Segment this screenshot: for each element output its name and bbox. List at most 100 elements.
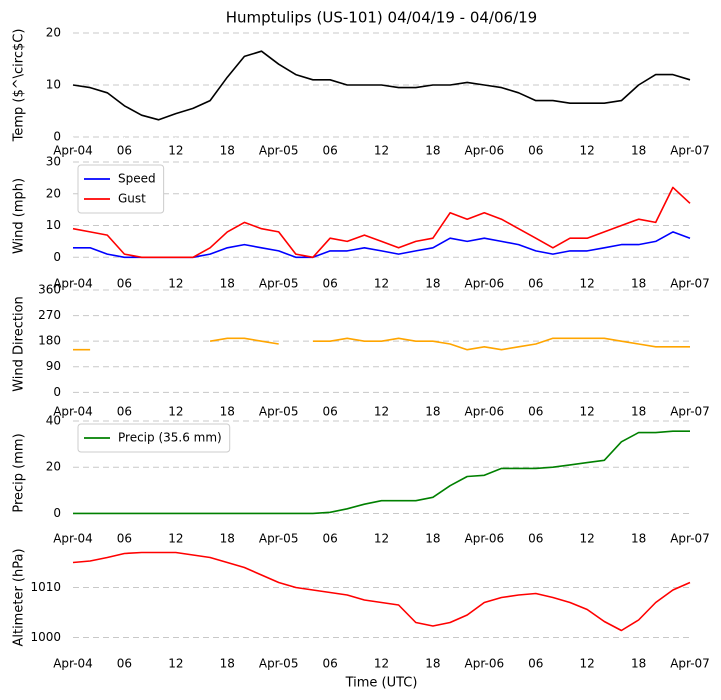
- data-line: [72, 551, 691, 632]
- y-tick-label: 0: [53, 385, 61, 399]
- y-axis-label: Wind (mph): [12, 178, 27, 254]
- x-tick-label: 06: [528, 277, 543, 291]
- x-tick-label: Apr-06: [465, 144, 505, 158]
- y-tick-label: 10: [46, 218, 61, 232]
- x-tick-label: 06: [117, 657, 132, 671]
- x-tick-label: Apr-05: [259, 277, 299, 291]
- x-tick-label: 06: [117, 277, 132, 291]
- x-tick-label: 12: [580, 277, 595, 291]
- x-tick-label: 18: [631, 657, 646, 671]
- x-tick-label: 18: [425, 657, 440, 671]
- y-tick-label: 20: [46, 26, 61, 40]
- y-tick-label: 0: [53, 506, 61, 520]
- x-tick-label: 18: [220, 277, 235, 291]
- x-tick-label: 18: [425, 144, 440, 158]
- x-tick-label: 12: [374, 532, 389, 546]
- legend-label: Speed: [118, 172, 156, 186]
- x-tick-label: 18: [425, 405, 440, 419]
- y-tick-label: 40: [46, 414, 61, 428]
- x-tick-label: 18: [631, 532, 646, 546]
- y-axis-label: Wind Direction: [12, 296, 27, 392]
- y-tick-label: 360: [38, 283, 61, 297]
- x-tick-label: Apr-05: [259, 657, 299, 671]
- x-tick-label: Apr-05: [259, 144, 299, 158]
- x-tick-label: 12: [374, 657, 389, 671]
- legend-box: [77, 423, 231, 453]
- data-line: [73, 231, 691, 259]
- x-tick-label: Apr-05: [259, 532, 299, 546]
- y-axis-label: Temp ($^\circ$C): [12, 29, 27, 143]
- legend-label: Gust: [118, 192, 146, 206]
- x-tick-label: 06: [528, 532, 543, 546]
- x-tick-label: Apr-06: [465, 405, 505, 419]
- y-tick-label: 1010: [30, 580, 61, 594]
- x-tick-label: 06: [528, 657, 543, 671]
- x-tick-label: 18: [220, 405, 235, 419]
- x-tick-label: 06: [528, 405, 543, 419]
- x-tick-label: 12: [168, 277, 183, 291]
- legend-box: [77, 164, 165, 214]
- x-tick-label: Apr-07: [670, 657, 710, 671]
- chart-title: Humptulips (US-101) 04/04/19 - 04/06/19: [226, 9, 537, 27]
- x-tick-label: 06: [322, 657, 337, 671]
- x-tick-label: 18: [631, 405, 646, 419]
- x-tick-label: Apr-07: [670, 405, 710, 419]
- x-tick-label: 18: [631, 144, 646, 158]
- y-tick-label: 90: [46, 359, 61, 373]
- y-tick-label: 10: [46, 78, 61, 92]
- x-tick-label: 18: [631, 277, 646, 291]
- x-tick-label: Apr-06: [465, 277, 505, 291]
- y-axis-label: Altimeter (hPa): [12, 548, 27, 646]
- legend-label: Precip (35.6 mm): [118, 431, 222, 445]
- x-tick-label: 06: [322, 144, 337, 158]
- x-tick-label: 18: [425, 277, 440, 291]
- x-tick-label: 18: [220, 144, 235, 158]
- y-tick-label: 20: [46, 186, 61, 200]
- x-tick-label: 06: [117, 405, 132, 419]
- x-tick-label: Apr-04: [53, 277, 93, 291]
- x-tick-label: 06: [322, 277, 337, 291]
- x-tick-label: Apr-04: [53, 532, 93, 546]
- x-tick-label: 12: [168, 657, 183, 671]
- x-tick-label: 12: [580, 657, 595, 671]
- data-line: [72, 50, 691, 121]
- y-tick-label: 0: [53, 130, 61, 144]
- x-tick-label: 12: [580, 405, 595, 419]
- x-tick-label: 06: [322, 405, 337, 419]
- x-axis-label: Time (UTC): [345, 676, 418, 691]
- y-tick-label: 20: [46, 460, 61, 474]
- x-tick-label: Apr-06: [465, 657, 505, 671]
- x-tick-label: 12: [168, 532, 183, 546]
- y-tick-label: 1000: [30, 630, 61, 644]
- y-tick-label: 270: [38, 308, 61, 322]
- x-tick-label: Apr-04: [53, 405, 93, 419]
- x-tick-label: 06: [117, 532, 132, 546]
- x-tick-label: 06: [322, 532, 337, 546]
- x-tick-label: Apr-04: [53, 657, 93, 671]
- data-line: [73, 337, 690, 351]
- x-tick-label: Apr-04: [53, 144, 93, 158]
- x-tick-label: 06: [528, 144, 543, 158]
- data-line: [72, 186, 691, 259]
- x-tick-label: Apr-07: [670, 532, 710, 546]
- x-tick-label: 12: [168, 405, 183, 419]
- y-tick-label: 0: [53, 250, 61, 264]
- data-line: [73, 430, 690, 515]
- x-tick-label: 18: [425, 532, 440, 546]
- x-tick-label: 12: [374, 277, 389, 291]
- x-tick-label: 18: [220, 657, 235, 671]
- x-tick-label: 06: [117, 144, 132, 158]
- y-tick-label: 180: [38, 334, 61, 348]
- x-tick-label: Apr-05: [259, 405, 299, 419]
- x-tick-label: 12: [580, 144, 595, 158]
- x-tick-label: 12: [168, 144, 183, 158]
- y-tick-label: 30: [46, 155, 61, 169]
- x-tick-label: 12: [374, 405, 389, 419]
- x-tick-label: 12: [374, 144, 389, 158]
- x-tick-label: Apr-07: [670, 277, 710, 291]
- y-axis-label: Precip (mm): [12, 433, 27, 512]
- x-tick-label: Apr-07: [670, 144, 710, 158]
- x-tick-label: Apr-06: [465, 532, 505, 546]
- x-tick-label: 12: [580, 532, 595, 546]
